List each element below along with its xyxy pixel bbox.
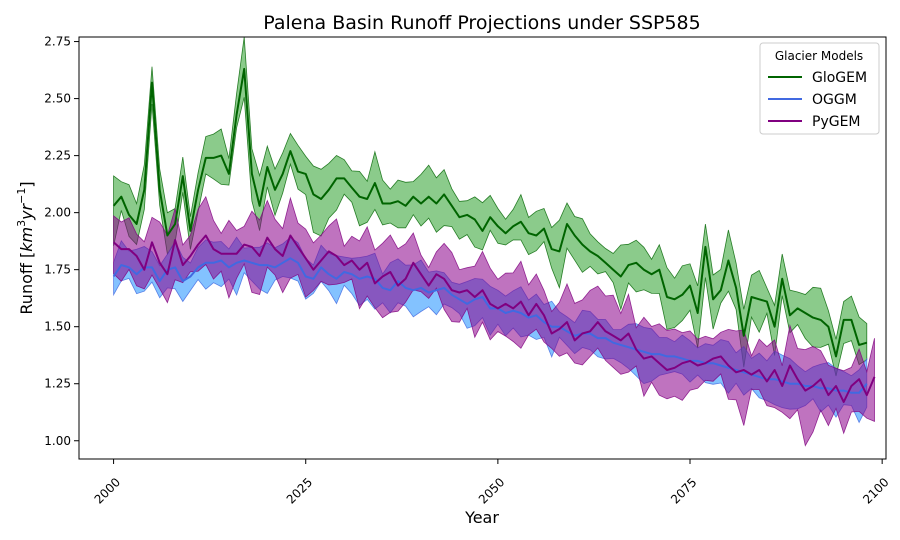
y-tick-label: 2.00 [44,206,71,220]
y-tick-label: 1.00 [44,434,71,448]
x-tick-label: 2050 [476,475,507,506]
y-tick-label: 2.50 [44,92,71,106]
y-tick-label: 2.75 [44,35,71,49]
y-axis-label: Runoff [km3yr−1] [15,181,36,314]
y-label-unit-km: km [17,227,36,252]
legend-label-pygem: PyGEM [812,114,861,130]
legend-label-oggm: OGGM [812,92,857,108]
y-label-prefix: Runoff [ [17,252,36,315]
x-tick-label: 2025 [284,475,315,506]
y-label-suffix: ] [17,181,36,187]
y-axis-ticks: 1.00 1.25 1.50 1.75 2.00 2.25 2.50 2.75 [44,35,79,448]
uncertainty-bands [113,36,875,447]
y-label-exp-neg1: −1 [15,188,28,204]
y-label-unit-yr: yr [17,202,36,220]
x-tick-label: 2100 [860,475,891,506]
chart-title: Palena Basin Runoff Projections under SS… [263,12,700,34]
y-tick-label: 1.25 [44,377,71,391]
plot-frame [78,36,887,460]
y-label-exp-3: 3 [15,220,28,227]
band-pygem [113,195,875,447]
legend-title: Glacier Models [775,49,863,63]
y-tick-label: 1.50 [44,320,71,334]
x-axis-label: Year [464,508,499,527]
line-glogem [112,67,868,358]
series-lines [112,67,876,403]
x-tick-label: 2000 [92,475,123,506]
x-tick-label: 2075 [668,475,699,506]
y-tick-label: 2.25 [44,149,71,163]
line-pygem [112,234,876,403]
legend: Glacier Models GloGEM OGGM PyGEM [759,42,880,135]
legend-label-glogem: GloGEM [812,70,867,86]
y-tick-label: 1.75 [44,263,71,277]
x-axis-ticks: 2000 2025 2050 2075 2100 [92,459,892,507]
legend-box [759,42,880,135]
